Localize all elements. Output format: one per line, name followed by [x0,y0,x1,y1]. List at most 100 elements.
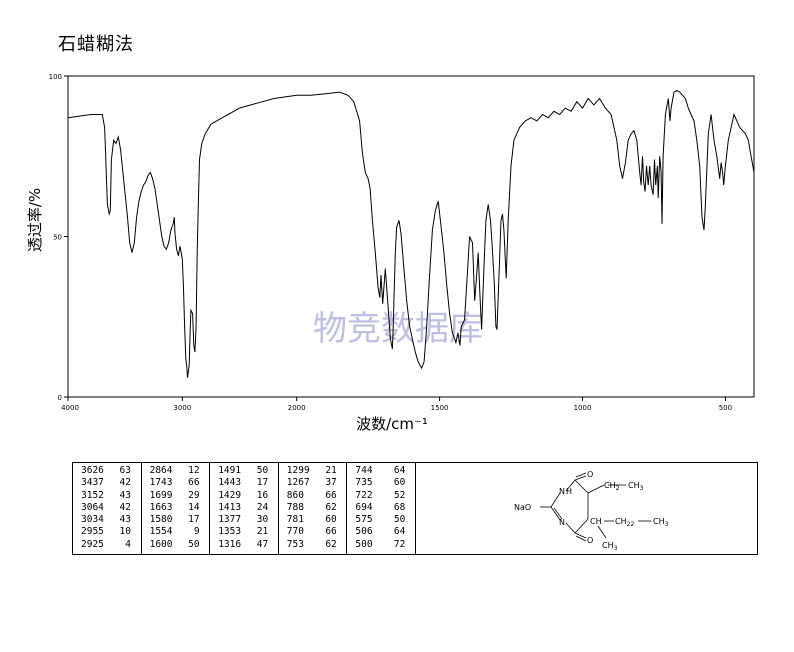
peak-row: 788 62 [287,502,347,514]
peak-transmittance: 14 [188,501,200,513]
peak-row: 1299 21 [287,465,347,477]
atom-h: H [566,487,572,496]
peak-transmittance: 24 [256,501,269,513]
bond-n3-c4 [565,522,576,534]
peak-row: 3064 42 [81,502,141,514]
peak-wavenumber: 1600 [149,538,173,550]
peak-wavenumber: 1353 [218,526,242,538]
peak-transmittance: 17 [188,514,200,526]
peak-wavenumber: 722 [355,489,373,501]
atom-n3: N [559,518,565,527]
y-tick-label: 50 [53,234,62,242]
bond-ethyl-up [587,484,605,494]
peak-row: 506 64 [355,526,415,538]
peak-transmittance: 60 [325,514,337,526]
atom-o-top: O [587,470,593,479]
peak-transmittance: 47 [256,538,269,550]
peak-wavenumber: 1663 [149,501,173,513]
peak-row: 1491 50 [218,465,278,477]
peak-transmittance: 50 [256,465,269,476]
ir-spectrum-chart: 4000 3000 2000 1500 1000 500 0 50 100 物竞数据库 波数/… [26,73,755,433]
peak-transmittance: 68 [393,501,406,513]
y-tick-label: 100 [49,73,62,81]
peak-wavenumber: 1377 [218,514,242,526]
peak-wavenumber: 2955 [81,526,104,538]
bond-c2-n3 [550,506,561,521]
peak-row: 753 62 [287,539,347,551]
peak-row: 860 66 [287,490,347,502]
bond-c4-c5 [574,518,589,534]
peak-row: 1699 29 [150,490,210,502]
peak-wavenumber: 2925 [81,538,104,550]
structure-svg: NaO N H N O O CH2 CH3 CH CH22 CH3 [514,470,669,552]
peak-transmittance: 62 [325,538,337,550]
peak-transmittance: 9 [193,526,200,538]
peak-transmittance: 37 [325,477,337,489]
x-tick-label: 1500 [431,404,449,412]
peak-row: 744 64 [355,465,415,477]
atom-o-bottom: O [587,536,593,545]
peak-transmittance: 21 [325,465,337,476]
peak-wavenumber: 770 [286,526,304,538]
peak-wavenumber: 1580 [149,514,173,526]
structure-bonds [539,472,651,542]
peak-wavenumber: 500 [355,538,373,550]
atom-ch2-chain: CH22 [615,517,634,528]
peak-transmittance: 42 [119,477,131,489]
peak-row: 1353 21 [218,526,278,538]
peak-wavenumber: 1316 [218,538,242,550]
peak-transmittance: 30 [256,514,269,526]
peak-wavenumber: 1413 [218,501,242,513]
peak-wavenumber: 1699 [149,489,173,501]
structure-atom-labels: NaO N H N O O CH2 CH3 CH CH22 CH3 [514,470,669,552]
peak-transmittance: 63 [119,465,131,476]
peak-transmittance: 21 [256,526,269,538]
peak-wavenumber: 744 [355,465,373,476]
peak-wavenumber: 788 [286,501,304,513]
spectrum-series-line [67,89,755,378]
bond-c6-o [574,475,587,481]
peak-row: 575 50 [355,514,415,526]
peak-row: 1663 14 [150,502,210,514]
x-axis-label: 波数/cm⁻¹ [356,415,428,433]
peak-transmittance: 12 [188,465,200,476]
peak-wavenumber: 1554 [149,526,173,538]
peak-column: 1491 50 1443 17 1429 16 1413 24 1377 30 1353 21 1316… [210,463,279,554]
peak-row: 1316 47 [218,539,278,551]
bond-c4-o-double [575,535,587,542]
peak-transmittance: 10 [119,526,131,538]
peak-row: 1443 17 [218,477,278,489]
peak-column: 3626 63 3437 42 3152 43 3064 42 3034 43 2955 10 2925… [73,463,142,554]
bond-n1-c6 [565,479,576,492]
peak-transmittance: 52 [393,489,406,501]
peak-transmittance: 43 [119,514,131,526]
peak-row: 1580 17 [150,514,210,526]
peak-row: 3437 42 [81,477,141,489]
peak-wavenumber: 1491 [218,465,242,476]
peak-row: 1554 9 [150,526,210,538]
bond-c6-o-double [575,472,587,478]
peak-transmittance: 66 [188,477,200,489]
peak-row: 3152 43 [81,490,141,502]
peak-transmittance: 4 [125,538,131,550]
peak-transmittance: 62 [325,501,337,513]
peak-row: 3626 63 [81,465,141,477]
peak-wavenumber: 753 [286,538,304,550]
peak-column: 2864 12 1743 66 1699 29 1663 14 1580 17 1554 9 1600 5… [142,463,211,554]
page-title: 石蜡糊法 [58,34,134,55]
peak-transmittance: 72 [393,538,406,550]
peak-column: 1299 21 1267 37 860 66 788 62 781 60 770 66 753 62 [279,463,348,554]
atom-ch-ethyl: CH2 [604,481,620,492]
peak-wavenumber: 3437 [81,477,104,489]
y-tick-label: 0 [58,394,62,402]
peak-row: 3034 43 [81,514,141,526]
peak-wavenumber: 3152 [81,489,104,501]
peak-row: 1267 37 [287,477,347,489]
atom-ch-branch: CH [590,517,602,526]
bond-c6-c5 [574,479,589,494]
y-axis-label: 透过率/% [26,188,44,252]
atom-nao: NaO [514,503,531,512]
peak-wavenumber: 3626 [81,465,104,476]
watermark: 物竞数据库 [313,309,483,349]
bond-c2-n3-double [553,507,563,520]
